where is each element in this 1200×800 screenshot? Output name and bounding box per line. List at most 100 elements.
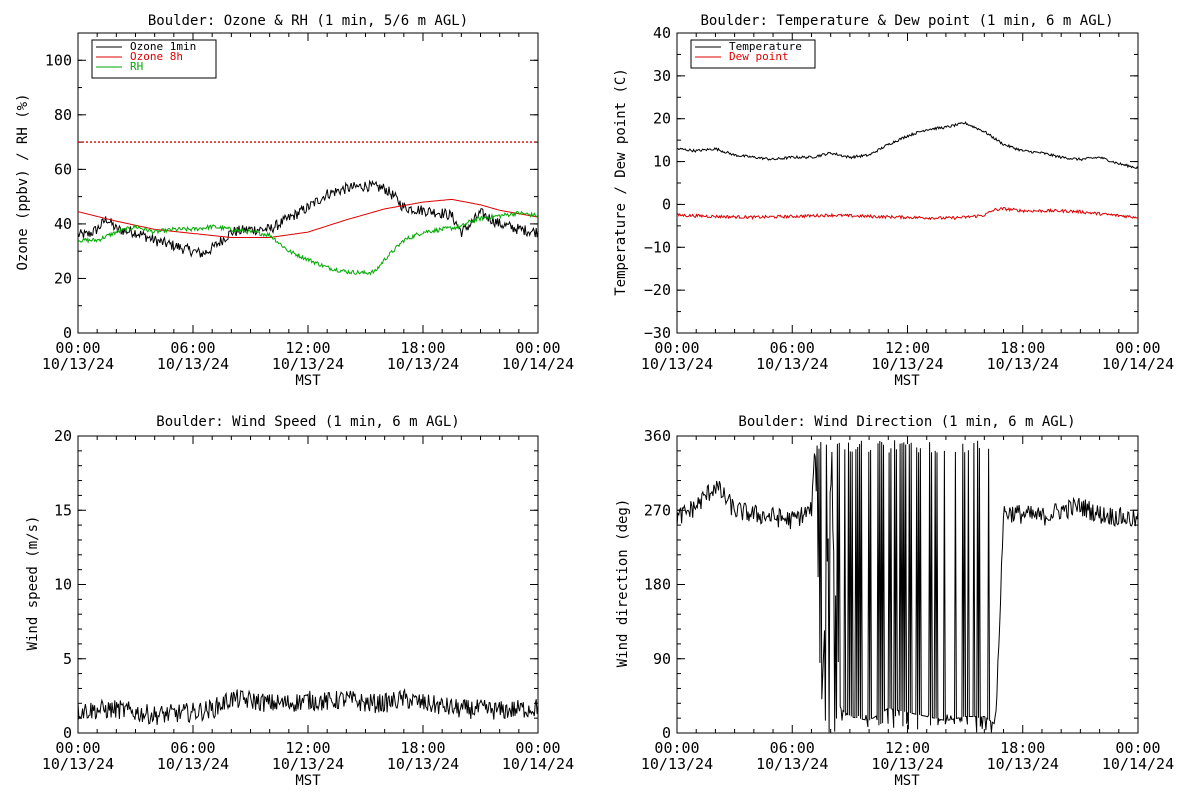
- y-tick-label: 0: [63, 724, 72, 742]
- legend-label: Ozone 1min: [130, 40, 196, 53]
- series-line-temperature: [677, 120, 1138, 169]
- series-line-dew-point: [677, 206, 1138, 221]
- y-tick-label: 80: [54, 106, 72, 124]
- x-tick-label-date: 10/13/24: [42, 355, 114, 373]
- series-line-rh: [78, 210, 538, 276]
- series-line-data: [677, 440, 1138, 733]
- y-tick-label: 15: [54, 501, 72, 519]
- x-tick-label-time: 00:00: [654, 339, 699, 357]
- x-tick-label-date: 10/13/24: [641, 755, 713, 773]
- x-tick-label-time: 00:00: [654, 739, 699, 757]
- x-tick-label-time: 18:00: [400, 339, 445, 357]
- x-axis-label: MST: [894, 373, 920, 389]
- x-tick-label-time: 00:00: [55, 739, 100, 757]
- x-tick-label-time: 12:00: [885, 739, 930, 757]
- x-tick-label-time: 00:00: [515, 739, 560, 757]
- series-line-data: [78, 687, 538, 725]
- panel-temperature-dewpoint: Boulder: Temperature & Dew point (1 min,…: [613, 13, 1114, 389]
- y-tick-label: 270: [644, 501, 671, 519]
- x-tick-label-time: 12:00: [285, 739, 330, 757]
- x-tick-label-date: 10/13/24: [756, 355, 828, 373]
- x-tick-label-date: 10/13/24: [871, 355, 943, 373]
- x-tick-label-date: 10/13/24: [272, 355, 344, 373]
- plot-frame: [676, 435, 1139, 734]
- chart-3-plot: 09018027036000:0010/13/2406:0010/13/2412…: [641, 427, 1174, 773]
- x-tick-label-date: 10/13/24: [756, 755, 828, 773]
- y-tick-label: 40: [54, 215, 72, 233]
- x-tick-label-date: 10/13/24: [42, 755, 114, 773]
- y-tick-label: 30: [653, 67, 671, 85]
- y-tick-label: −20: [644, 281, 671, 299]
- x-tick-label-time: 18:00: [1000, 339, 1045, 357]
- y-tick-label: −30: [644, 324, 671, 342]
- legend-box: [690, 39, 816, 69]
- panel-wind-speed: Boulder: Wind Speed (1 min, 6 m AGL) Win…: [25, 414, 460, 789]
- x-tick-label-date: 10/13/24: [387, 355, 459, 373]
- legend-box: [91, 39, 217, 79]
- x-tick-label-time: 18:00: [400, 739, 445, 757]
- y-tick-label: 60: [54, 160, 72, 178]
- x-tick-label-time: 00:00: [1115, 339, 1160, 357]
- chart-title: Boulder: Wind Direction (1 min, 6 m AGL): [738, 414, 1075, 430]
- x-tick-label-time: 12:00: [285, 339, 330, 357]
- y-axis-label: Wind direction (deg): [615, 499, 631, 668]
- x-tick-label-date: 10/13/24: [157, 355, 229, 373]
- x-tick-label-date: 10/14/24: [502, 355, 574, 373]
- x-tick-label-date: 10/13/24: [157, 755, 229, 773]
- x-tick-label-time: 12:00: [885, 339, 930, 357]
- y-tick-label: 90: [653, 650, 671, 668]
- legend-label: RH: [130, 60, 143, 73]
- y-tick-label: 10: [653, 153, 671, 171]
- y-axis-label: Wind speed (m/s): [25, 516, 41, 651]
- legend-label: Dew point: [729, 50, 789, 63]
- y-tick-label: 100: [45, 51, 72, 69]
- y-tick-label: 20: [653, 110, 671, 128]
- chart-title: Boulder: Ozone & RH (1 min, 5/6 m AGL): [148, 13, 468, 29]
- y-tick-label: 5: [63, 650, 72, 668]
- y-axis-label: Temperature / Dew point (C): [613, 68, 629, 296]
- legend-label: Temperature: [729, 40, 802, 53]
- y-tick-label: 40: [653, 24, 671, 42]
- y-tick-label: 0: [662, 724, 671, 742]
- y-axis-label: Ozone (ppbv) / RH (%): [15, 93, 31, 270]
- y-tick-label: 360: [644, 427, 671, 445]
- x-tick-label-date: 10/13/24: [641, 355, 713, 373]
- y-tick-label: 180: [644, 576, 671, 594]
- chart-1-plot: −30−20−1001020304000:0010/13/2406:0010/1…: [641, 24, 1174, 373]
- series-line-ozone-8h: [78, 198, 538, 238]
- x-tick-label-time: 06:00: [770, 339, 815, 357]
- y-tick-label: −10: [644, 238, 671, 256]
- y-tick-label: 0: [662, 195, 671, 213]
- x-tick-label-date: 10/14/24: [502, 755, 574, 773]
- x-tick-label-time: 06:00: [170, 739, 215, 757]
- x-axis-label: MST: [894, 773, 920, 789]
- x-tick-label-date: 10/13/24: [987, 755, 1059, 773]
- x-tick-label-time: 00:00: [55, 339, 100, 357]
- x-tick-label-time: 00:00: [515, 339, 560, 357]
- y-tick-label: 10: [54, 576, 72, 594]
- legend-label: Ozone 8h: [130, 50, 183, 63]
- x-tick-label-time: 06:00: [170, 339, 215, 357]
- x-tick-label-date: 10/13/24: [387, 755, 459, 773]
- x-tick-label-date: 10/14/24: [1102, 355, 1174, 373]
- x-tick-label-time: 00:00: [1115, 739, 1160, 757]
- chart-2-plot: 0510152000:0010/13/2406:0010/13/2412:001…: [42, 427, 574, 773]
- x-tick-label-date: 10/13/24: [987, 355, 1059, 373]
- plot-frame: [676, 32, 1139, 334]
- x-tick-label-date: 10/13/24: [871, 755, 943, 773]
- chart-0-plot: 02040608010000:0010/13/2406:0010/13/2412…: [42, 32, 574, 373]
- x-tick-label-date: 10/14/24: [1102, 755, 1174, 773]
- plot-frame: [77, 435, 539, 734]
- x-tick-label-time: 18:00: [1000, 739, 1045, 757]
- y-tick-label: 20: [54, 427, 72, 445]
- x-tick-label-date: 10/13/24: [272, 755, 344, 773]
- x-tick-label-time: 06:00: [770, 739, 815, 757]
- chart-title: Boulder: Wind Speed (1 min, 6 m AGL): [156, 414, 459, 430]
- x-axis-label: MST: [295, 373, 321, 389]
- panel-ozone-rh: Boulder: Ozone & RH (1 min, 5/6 m AGL) O…: [15, 13, 468, 389]
- chart-title: Boulder: Temperature & Dew point (1 min,…: [700, 13, 1113, 29]
- x-axis-label: MST: [295, 773, 321, 789]
- y-tick-label: 0: [63, 324, 72, 342]
- panel-wind-direction: Boulder: Wind Direction (1 min, 6 m AGL)…: [615, 414, 1076, 789]
- y-tick-label: 20: [54, 269, 72, 287]
